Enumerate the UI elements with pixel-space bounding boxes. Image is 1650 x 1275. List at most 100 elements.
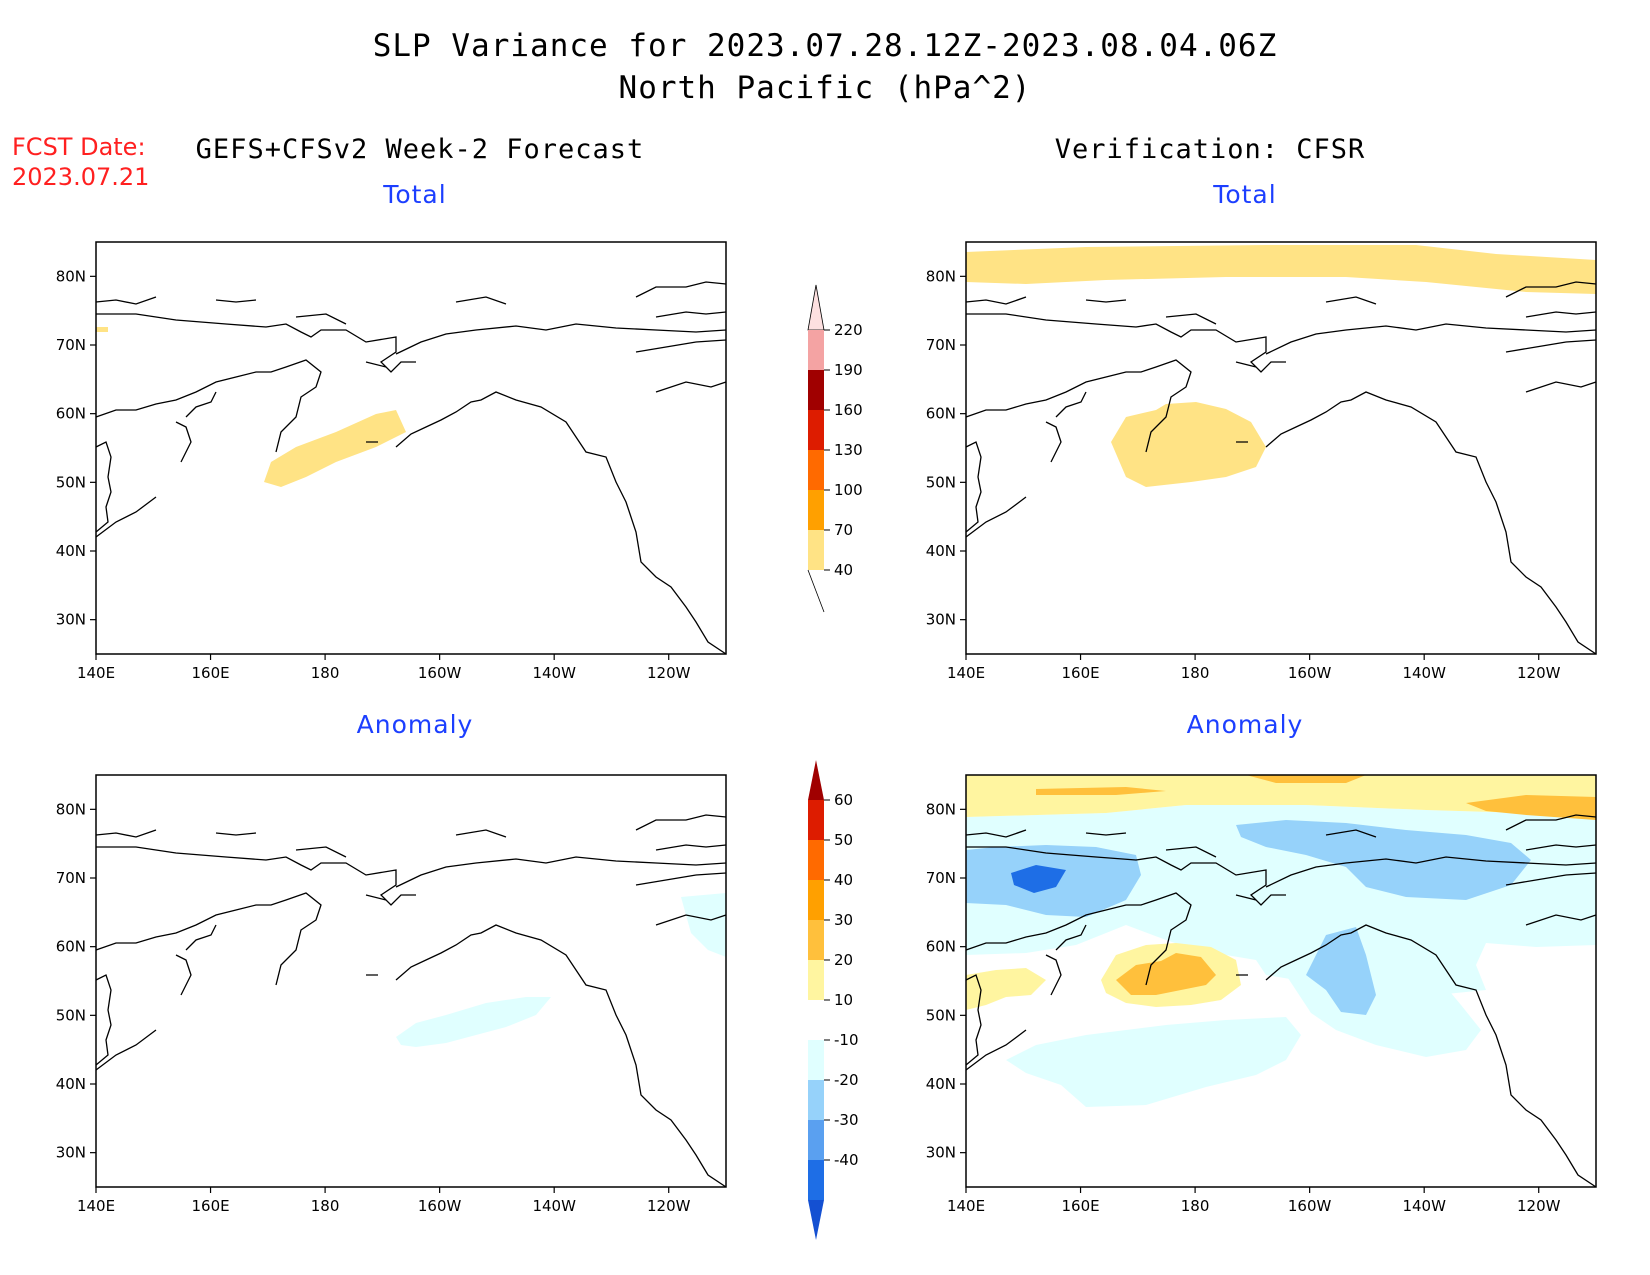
coastline-segment — [175, 924, 217, 996]
coastline-segment — [95, 892, 322, 986]
coastline-segment — [1165, 829, 1377, 976]
coastline-segment — [965, 359, 1192, 453]
coastline-segment — [965, 829, 1127, 838]
panel-title-verification-anomaly: Anomaly — [1186, 710, 1304, 739]
coastline — [965, 814, 1597, 1188]
panel-title-forecast-total: Total — [383, 180, 447, 209]
panel-title-forecast-anomaly: Anomaly — [356, 710, 474, 739]
lon-tick-label: 160W — [418, 664, 462, 682]
coastline-segment — [1265, 856, 1597, 888]
coastline-segment — [965, 296, 1127, 305]
colorbar-total-swatch — [808, 410, 824, 450]
shading-layer — [966, 775, 1596, 1107]
axis-ticks: 80N 70N 60N 50N 40N 30N 140E 160E 180 160W 140W 120… — [926, 800, 1561, 1215]
axis-ticks: 80N 70N 60N 50N 40N 30N 140E 160E 180 160W 140W 120… — [56, 800, 691, 1215]
coastline — [965, 281, 1597, 655]
colorbar-anomaly-swatch — [808, 960, 824, 1000]
lon-tick-label: 120W — [1517, 1197, 1561, 1215]
variance-shade-40-70-bering — [1111, 402, 1266, 487]
lat-tick-label: 50N — [56, 1006, 86, 1024]
colorbar-anomaly-label: 30 — [834, 911, 853, 929]
coastline-segment — [1265, 924, 1597, 1188]
lon-tick-label: 160E — [191, 664, 229, 682]
colorbar-anomaly-swatch — [808, 1080, 824, 1120]
colorbar-anomaly-label: 60 — [834, 791, 853, 809]
axis-ticks: 80N 70N 60N 50N 40N 30N 140E 160E 180 160W 140W 120… — [926, 267, 1561, 682]
colorbar-anomaly-label: -10 — [834, 1031, 859, 1049]
lat-tick-label: 40N — [926, 1075, 956, 1093]
coastline-segment — [1045, 391, 1087, 463]
map-panel-verification-total: 80N 70N 60N 50N 40N 30N 140E 160E 180 160W 140W 120… — [926, 241, 1597, 682]
lat-tick-label: 70N — [56, 869, 86, 887]
lon-tick-label: 140E — [947, 1197, 985, 1215]
coastline-segment — [95, 1029, 157, 1071]
colorbar-anomaly-swatch — [808, 840, 824, 880]
coastline-segment — [295, 829, 507, 976]
anomaly-shade-minus10-minus20 — [396, 997, 551, 1047]
colorbar-anomaly-label: 10 — [834, 991, 853, 1009]
lat-tick-label: 60N — [56, 405, 86, 423]
lat-tick-label: 50N — [926, 473, 956, 491]
axis-ticks: 80N 70N 60N 50N 40N 30N 140E 160E 180 160W 140W 120… — [56, 267, 691, 682]
colorbar-anomaly-label: -40 — [834, 1151, 859, 1169]
lon-tick-label: 140W — [532, 664, 576, 682]
lat-tick-label: 60N — [56, 938, 86, 956]
coastline-segment — [1505, 814, 1597, 926]
lat-tick-label: 70N — [56, 336, 86, 354]
anomaly-shade-minus10-minus20-east — [681, 893, 726, 957]
coastline-segment — [1265, 323, 1597, 355]
main-title-line1: SLP Variance for 2023.07.28.12Z-2023.08.… — [372, 28, 1278, 64]
coastline-segment — [395, 391, 727, 655]
coastline-segment — [395, 924, 727, 1188]
coastline-segment — [635, 281, 727, 393]
coastline-segment — [965, 1029, 1027, 1071]
coastline-segment — [395, 856, 727, 888]
lat-tick-label: 50N — [926, 1006, 956, 1024]
lat-tick-label: 70N — [926, 869, 956, 887]
colorbar-anomaly-label: -20 — [834, 1071, 859, 1089]
coastline-segment — [1505, 281, 1597, 393]
colorbar-total-label: 130 — [834, 441, 863, 459]
colorbar-anomaly-label: 50 — [834, 831, 853, 849]
lat-tick-label: 80N — [926, 267, 956, 285]
coastline-segment — [1045, 924, 1087, 996]
colorbar-total-label: 40 — [834, 561, 853, 579]
lon-tick-label: 140E — [77, 1197, 115, 1215]
lon-tick-label: 180 — [311, 664, 340, 682]
coastline-segment — [95, 441, 112, 533]
shading-layer — [966, 245, 1596, 487]
variance-shade-40-70-arctic — [966, 245, 1596, 294]
colorbar-total-swatch — [808, 370, 824, 410]
panel-title-verification-total: Total — [1213, 180, 1277, 209]
colorbar-anomaly-upper-triangle — [808, 760, 824, 800]
main-title-line2: North Pacific (hPa^2) — [618, 70, 1032, 106]
colorbar-total-label: 160 — [834, 401, 863, 419]
colorbar-anomaly-swatch — [808, 920, 824, 960]
lon-tick-label: 120W — [647, 664, 691, 682]
colorbar-total-label: 190 — [834, 361, 863, 379]
colorbar-total-label: 70 — [834, 521, 853, 539]
anomaly-shade-10-20-arctic — [966, 775, 1596, 817]
coastline-segment — [635, 814, 727, 926]
map-panel-forecast-anomaly: 80N 70N 60N 50N 40N 30N 140E 160E 180 160W 140W 120… — [56, 774, 727, 1215]
variance-shade-40-70-sliver — [96, 327, 108, 332]
lon-tick-label: 140W — [1402, 1197, 1446, 1215]
coastline-segment — [1165, 296, 1377, 443]
lon-tick-label: 160W — [418, 1197, 462, 1215]
coastline-segment — [965, 496, 1027, 538]
lat-tick-label: 50N — [56, 473, 86, 491]
colorbar-anomaly-swatch — [808, 1000, 824, 1040]
lat-tick-label: 60N — [926, 405, 956, 423]
coastline-segment — [966, 846, 1286, 906]
colorbar-total-lower-triangle — [807, 569, 825, 613]
lon-tick-label: 140E — [947, 664, 985, 682]
colorbar-anomaly-lower-triangle — [808, 1200, 824, 1240]
coastline-segment — [95, 359, 322, 453]
lat-tick-label: 80N — [56, 267, 86, 285]
colorbar-total-label: 220 — [834, 321, 863, 339]
colorbar-anomaly-label: 20 — [834, 951, 853, 969]
lon-tick-label: 180 — [311, 1197, 340, 1215]
colorbar-total-swatch — [808, 530, 824, 570]
colorbar-anomaly-swatch — [808, 1160, 824, 1200]
coastline-segment — [965, 974, 982, 1066]
